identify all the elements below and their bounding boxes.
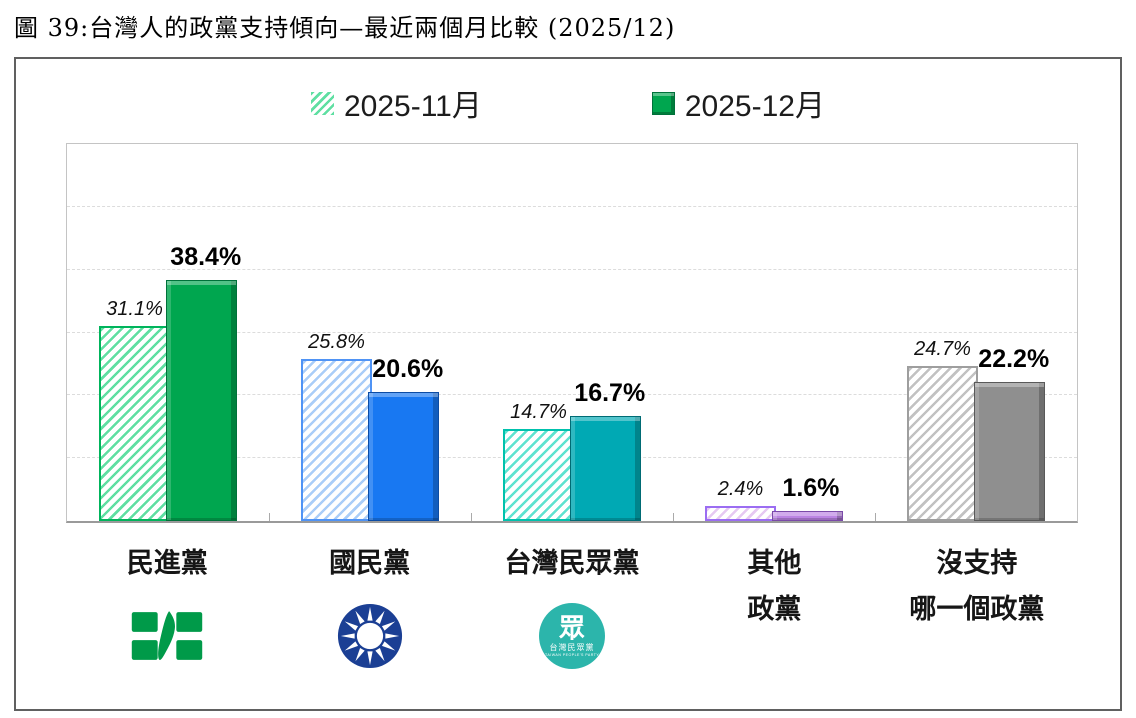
value-label-nov-other: 2.4% <box>717 477 764 500</box>
category-dpp: 民進黨 <box>66 547 268 679</box>
category-label-line2: 政黨 <box>747 594 802 625</box>
category-none: 沒支持 哪一個政黨 <box>876 547 1078 679</box>
dpp-logo <box>66 593 268 679</box>
gridline-20 <box>67 394 1077 396</box>
figure-title: 圖 39:台灣人的政黨支持傾向—最近兩個月比較 (2025/12) <box>14 14 676 42</box>
gridline-50 <box>67 205 1077 207</box>
category-label: 其他 <box>747 548 802 578</box>
bar-nov-dpp: 31.1% <box>99 298 170 521</box>
value-label-dec-kmt: 20.6% <box>372 354 444 383</box>
bar-group-other: 2.4% 1.6% <box>673 144 875 521</box>
value-label-dec-tpp: 16.7% <box>574 379 646 408</box>
value-label-nov-none: 24.7% <box>914 337 971 360</box>
tpp-subtext: TAIWAN PEOPLE'S PARTY <box>544 652 600 658</box>
category-kmt: 國民黨 <box>268 547 470 679</box>
legend-item-dec: 2025-12月 <box>651 81 825 125</box>
bar-group-dpp: 31.1% 38.4% <box>67 144 269 521</box>
value-label-dec-none: 22.2% <box>978 344 1050 373</box>
kmt-logo-icon <box>337 604 402 669</box>
legend: 2025-11月 2025-12月 <box>16 81 1120 125</box>
axis-tick <box>875 513 876 521</box>
value-label-nov-dpp: 31.1% <box>106 297 163 320</box>
hatched-swatch-icon <box>311 91 334 115</box>
gridline-40 <box>67 268 1077 270</box>
category-axis: 民進黨 國民黨 <box>66 547 1078 679</box>
dpp-logo-icon <box>131 611 203 661</box>
bar-dec-none: 22.2% <box>974 345 1049 521</box>
value-label-dec-dpp: 38.4% <box>170 242 242 271</box>
bar-dec-dpp: 38.4% <box>166 243 241 521</box>
category-tpp: 台灣民眾黨 眾 台灣民眾黨 TAIWAN PEOPLE'S PARTY <box>471 547 673 679</box>
bar-group-tpp: 14.7% 16.7% <box>471 144 673 521</box>
bar-nov-none: 24.7% <box>907 338 978 521</box>
legend-label-nov: 2025-11月 <box>344 90 482 123</box>
solid-swatch-icon <box>651 91 675 115</box>
axis-tick <box>269 513 270 521</box>
category-label: 民進黨 <box>126 548 208 578</box>
bar-groups: 31.1% 38.4% 25.8% 20.6% 14.7 <box>67 144 1077 521</box>
bar-dec-tpp: 16.7% <box>570 379 645 521</box>
category-label: 國民黨 <box>329 548 411 578</box>
bar-nov-other: 2.4% <box>705 478 776 521</box>
legend-label-dec: 2025-12月 <box>684 90 825 123</box>
chart-frame: 2025-11月 2025-12月 31.1% <box>14 57 1122 711</box>
tpp-text: 台灣民眾黨 <box>549 643 595 653</box>
bar-dec-kmt: 20.6% <box>368 355 443 521</box>
category-label: 台灣民眾黨 <box>504 548 640 578</box>
axis-tick <box>673 513 674 521</box>
category-other: 其他 政黨 <box>673 547 875 679</box>
axis-tick <box>471 513 472 521</box>
bar-dec-other: 1.6% <box>772 474 843 521</box>
gridline-30 <box>67 331 1077 333</box>
category-label: 沒支持 <box>936 548 1018 578</box>
tpp-logo: 眾 台灣民眾黨 TAIWAN PEOPLE'S PARTY <box>471 593 673 679</box>
value-label-nov-kmt: 25.8% <box>308 330 365 353</box>
bar-nov-kmt: 25.8% <box>301 331 372 521</box>
kmt-logo <box>268 593 470 679</box>
category-label-line2: 哪一個政黨 <box>909 594 1045 625</box>
tpp-logo-icon: 眾 台灣民眾黨 TAIWAN PEOPLE'S PARTY <box>539 603 606 670</box>
bar-group-none: 24.7% 22.2% <box>875 144 1077 521</box>
bar-group-kmt: 25.8% 20.6% <box>269 144 471 521</box>
value-label-dec-other: 1.6% <box>782 473 840 502</box>
legend-item-nov: 2025-11月 <box>311 81 482 125</box>
tpp-glyph: 眾 <box>559 613 586 644</box>
plot-area: 31.1% 38.4% 25.8% 20.6% 14.7 <box>66 143 1078 523</box>
bar-nov-tpp: 14.7% <box>503 401 574 521</box>
value-label-nov-tpp: 14.7% <box>510 400 567 423</box>
